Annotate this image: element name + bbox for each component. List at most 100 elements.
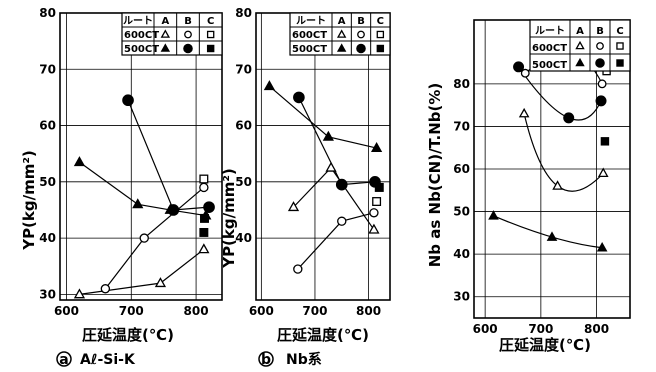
chart-a-series-a-600ct [73, 243, 210, 299]
chart-c-y-tick-label-3: 60 [453, 162, 470, 176]
chart-b-data-point-5-0 [372, 197, 382, 206]
chart-c-series-curve-0 [493, 215, 603, 249]
chart-b-x-axis-label: 圧延温度(℃) [277, 326, 369, 344]
chart-a-legend-symbol-1-2 [206, 44, 215, 53]
chart-c-legend-col-b: B [596, 26, 604, 37]
chart-a-data-point-4-2 [199, 182, 209, 193]
chart-a-legend-symbol-0-0 [160, 29, 171, 38]
chart-c-legend-symbol-0-1 [596, 42, 604, 50]
chart-b-data-point-0-1 [322, 130, 334, 141]
chart-b-legend-symbol-0-1 [357, 30, 365, 39]
chart-a-y-tick-label-2: 50 [39, 175, 56, 189]
chart-b-legend-col-c: C [377, 16, 384, 27]
chart-b-plot-frame [255, 12, 391, 301]
chart-b-legend-symbol-0-0 [336, 29, 347, 38]
chart-a-y-tick-label-4: 70 [39, 62, 56, 76]
chart-a-series-b-600ct [100, 182, 209, 294]
chart-c-legend-header: ルート [535, 25, 565, 37]
chart-a-legend-symbol-1-0 [160, 43, 171, 52]
chart-a-legend-label-600ct: 600CT [124, 30, 159, 41]
chart-c-legend-label-500ct: 500CT [532, 60, 567, 71]
chart-c-series-b-500ct [513, 61, 607, 124]
chart-a-legend: ルート A B C 600CT 500CT [121, 12, 223, 56]
chart-b-y-tick-label-4: 80 [235, 6, 252, 20]
chart-b-series-a-600ct [287, 161, 380, 234]
chart-b-series-c-600ct [372, 197, 382, 206]
chart-a-data-point-3-1 [154, 277, 167, 288]
chart-a: YP(kg/mm²) 圧延温度(℃) a Aℓ-Si-K 600 700 800 30… [20, 6, 223, 368]
chart-b-data-point-3-0 [287, 201, 300, 212]
chart-b-series-line-0 [269, 85, 377, 149]
chart-b-legend-label-500ct: 500CT [292, 44, 327, 55]
chart-b-series-line-4 [297, 212, 375, 270]
chart-b-legend-symbol-1-1 [356, 43, 366, 54]
chart-a-legend-col-a: A [161, 16, 169, 27]
chart-c-data-point-3-1 [552, 180, 563, 190]
chart-a-y-tick-label-5: 80 [39, 6, 56, 20]
chart-c-y-tick-label-0: 30 [453, 290, 470, 304]
chart-a-y-axis-label: YP(kg/mm²) [20, 150, 38, 251]
chart-a-data-point-1-0 [122, 94, 134, 107]
chart-a-data-point-4-0 [100, 284, 111, 294]
chart-a-y-tick-label-1: 40 [39, 231, 56, 245]
chart-b-y-tick-label-3: 70 [235, 62, 252, 76]
chart-c-x-axis-label: 圧延温度(℃) [499, 336, 591, 354]
chart-a-grid [60, 12, 222, 300]
chart-b-caption-mark: b [261, 352, 271, 368]
chart-b-legend-col-b: B [357, 16, 365, 27]
chart-a-y-tick-label-3: 60 [39, 119, 56, 133]
chart-b-grid [256, 12, 390, 300]
chart-a-caption-mark: a [59, 352, 68, 368]
chart-c: Nb as Nb(CN)/T.Nb(%) 圧延温度(℃) 600 700 800 30… [426, 19, 631, 354]
chart-b-series-b-600ct [293, 208, 379, 274]
chart-a-caption-circle [56, 351, 72, 367]
chart-b-legend-symbol-0-2 [376, 30, 385, 39]
chart-b-data-point-4-2 [369, 208, 379, 218]
chart-b-series-b-500ct [293, 91, 381, 191]
chart-c-data-point-1-2 [595, 95, 607, 107]
chart-b-series-c-500ct [374, 182, 384, 192]
chart-c-legend-symbol-1-1 [595, 58, 605, 68]
chart-a-legend-col-c: C [207, 16, 214, 27]
chart-a-data-point-1-1 [167, 204, 180, 216]
chart-c-data-point-0-2 [596, 242, 608, 252]
chart-b-series-line-1 [298, 97, 376, 186]
chart-c-data-point-4-0 [520, 68, 530, 78]
chart-b-caption-circle [258, 351, 274, 367]
chart-c-legend-symbol-1-0 [575, 57, 585, 67]
chart-c-y-tick-label-1: 40 [453, 247, 470, 261]
chart-c-y-tick-label-5: 80 [453, 77, 470, 91]
chart-b-data-point-2-0 [374, 182, 384, 192]
chart-a-x-tick-label-1: 700 [119, 304, 144, 318]
chart-a-plot-frame [59, 12, 223, 301]
chart-c-data-point-3-2 [597, 167, 609, 177]
chart-c-x-tick-label-2: 800 [584, 322, 609, 336]
chart-b-legend-header: ルート [296, 15, 326, 27]
chart-c-series-curve-1 [518, 66, 602, 121]
chart-c-data-point-0-0 [488, 210, 499, 220]
chart-b-x-tick-label-1: 700 [302, 304, 327, 318]
chart-c-series-a-600ct [518, 107, 609, 192]
chart-b-caption: b Nb系 [258, 351, 322, 368]
chart-a-data-point-4-1 [139, 233, 149, 243]
chart-a-x-tick-label-0: 600 [54, 304, 79, 318]
chart-b-legend: ルート A B C 600CT 500CT [289, 12, 391, 56]
chart-a-data-point-1-2 [203, 201, 215, 213]
chart-c-series-curve-3 [523, 113, 604, 192]
chart-a-data-point-3-2 [198, 243, 210, 254]
chart-b-legend-col-a: A [338, 16, 346, 27]
chart-c-y-tick-label-2: 50 [453, 205, 470, 219]
chart-b-y-axis-label: YP(kg/mm²) [220, 168, 238, 269]
chart-c-legend-col-a: A [576, 26, 584, 37]
chart-a-legend-box [121, 12, 223, 56]
chart-a-series-b-500ct [122, 94, 215, 216]
chart-b-series-line-3 [293, 166, 375, 230]
chart-a-legend-symbol-0-1 [184, 30, 192, 39]
chart-a-caption-text: Aℓ-Si-K [80, 352, 136, 368]
chart-a-series-line-0 [79, 161, 206, 217]
chart-a-data-point-3-0 [73, 288, 86, 299]
chart-c-data-point-2-0 [600, 137, 610, 146]
chart-c-data-point-3-0 [518, 107, 530, 118]
chart-c-data-point-0-1 [546, 231, 558, 241]
chart-c-data-point-4-2 [597, 79, 607, 89]
